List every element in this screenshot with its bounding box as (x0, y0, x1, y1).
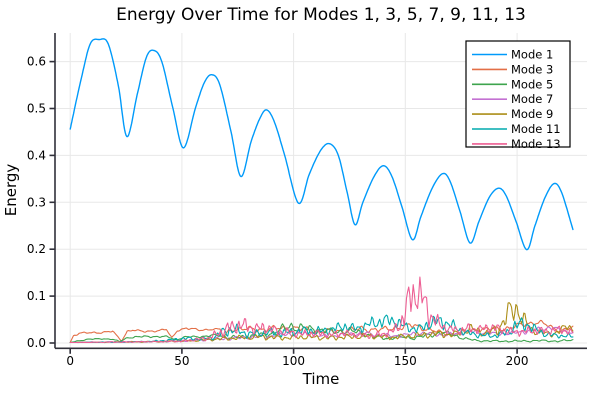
y-tick-label-0.0: 0.0 (27, 336, 46, 350)
legend-label-7: Mode 13 (511, 137, 561, 151)
y-axis-label: Energy (2, 164, 20, 217)
legend-label-6: Mode 11 (511, 122, 561, 136)
x-axis-label: Time (302, 370, 340, 388)
axes: 0 50 100 150 200 0.0 0.1 0.2 0.3 0.4 0.5 0.6 (27, 33, 587, 368)
legend-entry-mode-9: Mode 9 (472, 107, 553, 121)
y-tick-label-0.4: 0.4 (27, 148, 46, 162)
x-tick-label-100: 100 (282, 354, 305, 368)
x-tick-label-150: 150 (394, 354, 417, 368)
legend-entry-mode-5: Mode 5 (472, 77, 553, 91)
x-tick-label-0: 0 (66, 354, 74, 368)
series-line-mode-5 (69, 322, 574, 344)
y-tick-label-0.2: 0.2 (27, 242, 46, 256)
y-tick-label-0.6: 0.6 (27, 55, 46, 69)
legend-entry-mode-13: Mode 13 (472, 137, 561, 151)
y-tick-label-0.1: 0.1 (27, 289, 46, 303)
legend-entry-mode-7: Mode 7 (472, 92, 553, 106)
legend-entry-mode-3: Mode 3 (472, 62, 553, 76)
legend-label-1: Mode 1 (511, 48, 553, 62)
legend-label-5: Mode 9 (511, 107, 553, 121)
legend-entry-mode-1: Mode 1 (472, 48, 553, 62)
y-tick-label-0.5: 0.5 (27, 102, 46, 116)
series-line-mode-13 (69, 276, 574, 344)
series-line-mode-1 (69, 38, 574, 251)
series-group (69, 38, 574, 344)
chart-title: Energy Over Time for Modes 1, 3, 5, 7, 9… (116, 5, 526, 25)
legend-label-4: Mode 7 (511, 92, 553, 106)
x-tick-label-50: 50 (174, 354, 189, 368)
x-tick-label-200: 200 (506, 354, 529, 368)
legend-label-3: Mode 5 (511, 77, 553, 91)
series-line-mode-3 (69, 319, 574, 344)
legend-label-2: Mode 3 (511, 62, 553, 76)
y-tick-label-0.3: 0.3 (27, 195, 46, 209)
legend-entry-mode-11: Mode 11 (472, 122, 561, 136)
